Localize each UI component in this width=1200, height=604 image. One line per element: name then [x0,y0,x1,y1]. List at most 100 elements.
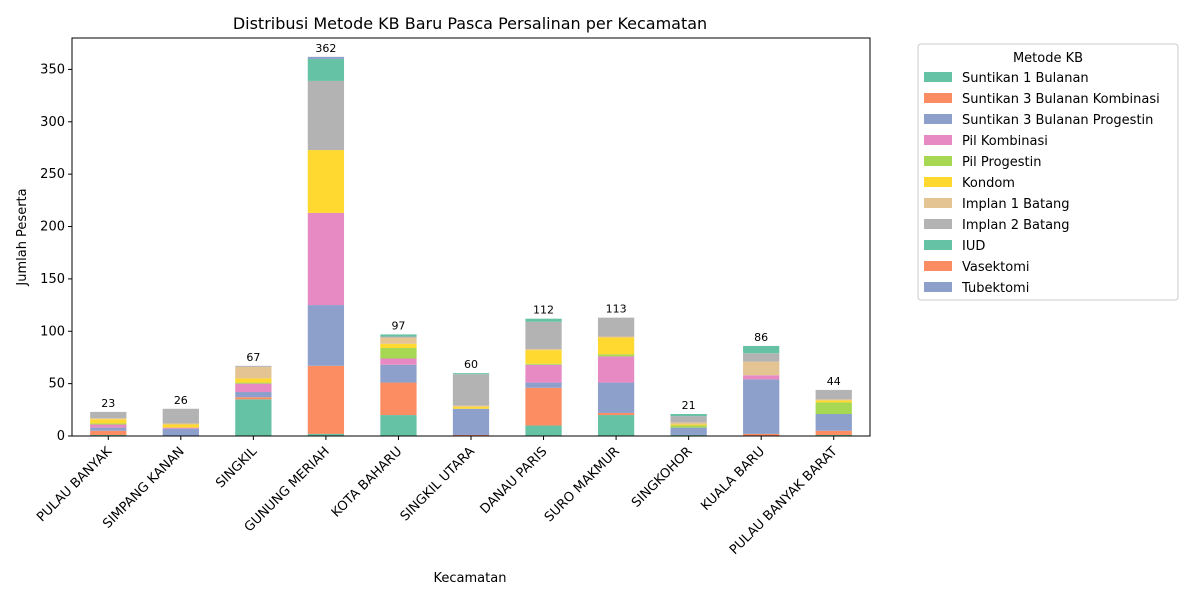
bar-segment-kota-baharu-pil-progestin [380,348,417,359]
bar-segment-singkil-pil-progestin [235,382,272,384]
bar-segment-simpang-kanan-implan-1-batang [162,423,199,425]
bar-segment-pulau-banyak-barat-suntikan-1-bulanan [815,434,852,436]
y-tick-label: 300 [40,115,65,130]
total-label-gunung-meriah: 362 [315,42,336,55]
bar-segment-pulau-banyak-barat-kondom [815,400,852,403]
legend: Metode KB Suntikan 1 Bulanan Suntikan 3 B… [917,43,1179,301]
legend-frame [917,43,1179,301]
bar-segment-singkil-utara-implan-1-batang [452,405,490,407]
bar-segment-pulau-banyak-suntikan-3-bulanan-progestin [90,427,127,431]
bar-segment-danau-paris-suntikan-1-bulanan [525,425,562,436]
bars-group [90,56,852,436]
x-tick-label-suro-makmur: SURO MAKMUR [542,444,623,525]
bar-segment-kota-baharu-implan-1-batang [380,337,417,344]
bar-segment-danau-paris-implan-2-batang [525,321,562,350]
bar-segment-danau-paris-suntikan-3-bulanan-kombinasi [525,387,562,426]
x-tick-label-danau-paris: DANAU PARIS [478,444,551,517]
total-label-pulau-banyak: 23 [101,397,115,410]
x-axis-label: Kecamatan [434,571,507,586]
bar-segment-gunung-meriah-implan-2-batang [307,80,345,151]
bar-segment-singkil-utara-kondom [452,406,490,409]
bar-segment-singkohor-kondom [670,424,707,426]
x-tick-label-kuala-baru: KUALA BARU [698,444,768,514]
total-label-singkohor: 21 [682,399,696,412]
bar-segment-pulau-banyak-barat-suntikan-3-bulanan-kombinasi [815,430,852,435]
y-tick-label: 350 [40,62,65,77]
bar-segment-danau-paris-suntikan-3-bulanan-progestin [525,382,562,388]
bar-segment-pulau-banyak-pil-kombinasi [90,424,127,428]
x-tick-label-singkohor: SINGKOHOR [629,444,695,510]
bar-segment-kota-baharu-iud [380,334,417,337]
total-label-kuala-baru: 86 [754,331,768,344]
total-label-suro-makmur: 113 [606,303,627,316]
total-label-pulau-banyak-barat: 44 [827,375,841,388]
y-tick-label: 200 [40,220,65,235]
bar-segment-singkil-implan-1-batang [235,366,272,379]
bar-segment-danau-paris-kondom [525,350,562,364]
y-axis-label: Jumlah Peserta [15,188,30,286]
bar-segment-gunung-meriah-pil-kombinasi [307,212,345,306]
legend-label-tubektomi: Tubektomi [961,281,1029,296]
y-tick-label: 250 [40,167,65,182]
legend-label-pil-kombinasi: Pil Kombinasi [962,134,1048,149]
y-tick-label: 50 [48,377,65,392]
legend-swatch-tubektomi [924,282,952,292]
bar-segment-singkohor-iud [670,414,707,417]
bar-segment-suro-makmur-implan-2-batang [597,317,635,337]
bar-segment-suro-makmur-suntikan-3-bulanan-progestin [597,382,635,413]
bar-segment-pulau-banyak-pil-progestin [90,423,127,425]
legend-label-suntikan-3-bulanan-progestin: Suntikan 3 Bulanan Progestin [962,113,1153,128]
bar-segment-singkil-utara-suntikan-3-bulanan-kombinasi [452,434,490,436]
bar-segment-suro-makmur-suntikan-1-bulanan [597,415,635,436]
bar-segment-singkil-suntikan-1-bulanan [235,399,272,436]
legend-swatch-kondom [924,177,952,187]
total-label-simpang-kanan: 26 [174,394,188,407]
bar-segment-simpang-kanan-implan-2-batang [162,408,199,424]
legend-label-suntikan-1-bulanan: Suntikan 1 Bulanan [962,71,1089,86]
bar-segment-pulau-banyak-suntikan-1-bulanan [90,434,127,436]
bar-segment-singkohor-pil-progestin [670,425,707,428]
legend-swatch-suntikan-1-bulanan [924,72,952,82]
bar-segment-suro-makmur-pil-kombinasi [597,356,635,383]
total-label-singkil: 67 [246,351,260,364]
bar-segment-gunung-meriah-suntikan-3-bulanan-kombinasi [307,365,345,434]
bar-segment-kuala-baru-implan-1-batang [743,361,780,376]
bar-segment-singkohor-implan-2-batang [670,416,707,423]
total-label-danau-paris: 112 [533,304,554,317]
y-tick-label: 100 [40,324,65,339]
bar-segment-kota-baharu-kondom [380,343,417,349]
legend-swatch-suntikan-3-bulanan-kombinasi [924,93,952,103]
legend-label-pil-progestin: Pil Progestin [962,155,1042,170]
legend-swatch-implan-2-batang [924,219,952,229]
bar-segment-pulau-banyak-implan-1-batang [90,418,127,420]
bar-segment-kuala-baru-suntikan-3-bulanan-progestin [743,379,780,434]
bar-segment-singkil-utara-implan-2-batang [452,374,490,406]
bar-segment-simpang-kanan-suntikan-3-bulanan-progestin [162,428,199,436]
bar-segment-singkil-kondom [235,378,272,383]
x-tick-label-pulau-banyak: PULAU BANYAK [34,444,115,525]
bar-segment-pulau-banyak-implan-2-batang [90,411,127,419]
x-tick-label-simpang-kanan: SIMPANG KANAN [100,444,187,531]
bar-segment-gunung-meriah-kondom [307,150,345,213]
bar-segment-pulau-banyak-barat-implan-1-batang [815,399,852,401]
bar-segment-simpang-kanan-pil-kombinasi [162,427,199,429]
bar-segment-suro-makmur-suntikan-3-bulanan-kombinasi [597,412,635,416]
bar-segment-danau-paris-implan-1-batang [525,349,562,351]
bar-segment-singkil-utara-suntikan-3-bulanan-progestin [452,408,490,435]
total-label-kota-baharu: 97 [391,319,405,332]
legend-label-kondom: Kondom [962,176,1015,191]
bar-segment-singkohor-implan-1-batang [670,422,707,425]
bar-segment-singkil-implan-2-batang [235,365,272,367]
legend-swatch-vasektomi [924,261,952,271]
legend-title: Metode KB [1013,51,1083,66]
legend-swatch-pil-progestin [924,156,952,166]
y-tick-label: 0 [57,429,65,444]
legend-swatch-implan-1-batang [924,198,952,208]
bar-segment-singkil-suntikan-3-bulanan-kombinasi [235,397,272,400]
bar-segment-danau-paris-iud [525,318,562,322]
axes-group: 0 50 100 150 200 250 300 350 PULAU BANYAKSIMPANG… [34,37,871,558]
bar-segment-pulau-banyak-barat-suntikan-3-bulanan-progestin [815,414,852,431]
legend-label-implan-1-batang: Implan 1 Batang [962,197,1070,212]
